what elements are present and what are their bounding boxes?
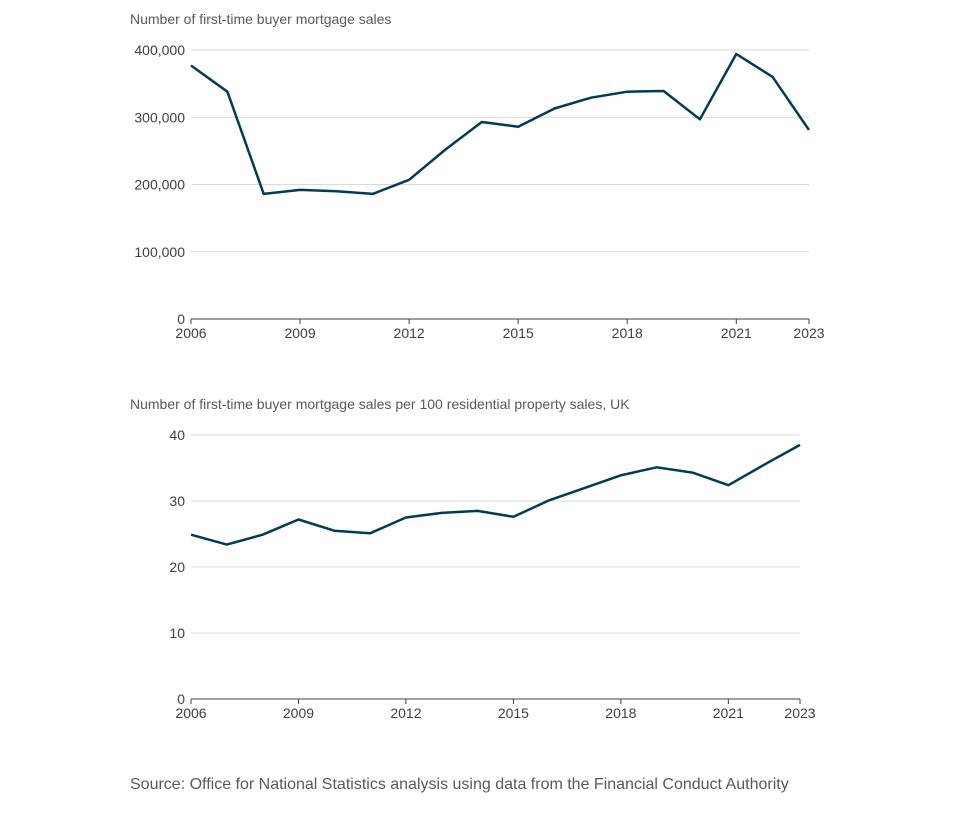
chart-2-xtick-label: 2009 bbox=[283, 705, 314, 721]
chart-2-ytick-label: 10 bbox=[169, 625, 185, 641]
chart-1-xtick-label: 2009 bbox=[284, 325, 315, 341]
chart-1-xtick-label: 2012 bbox=[394, 325, 425, 341]
chart-2-ytick-label: 0 bbox=[177, 691, 185, 707]
chart-1-ytick-label: 400,000 bbox=[134, 42, 185, 58]
chart-2-xtick-label: 2015 bbox=[498, 705, 529, 721]
chart-1-xtick-label: 2006 bbox=[175, 325, 206, 341]
chart-1-xtick-label: 2018 bbox=[612, 325, 643, 341]
chart-1-ytick-label: 100,000 bbox=[134, 244, 185, 260]
source-note: Source: Office for National Statistics a… bbox=[130, 776, 789, 793]
chart-2-xtick-label: 2006 bbox=[175, 705, 206, 721]
chart-1-ytick-label: 200,000 bbox=[134, 177, 185, 193]
chart-2-series-line bbox=[190, 443, 801, 546]
chart-1-title: Number of first-time buyer mortgage sale… bbox=[130, 11, 392, 27]
chart-1-ytick-label: 300,000 bbox=[134, 109, 185, 125]
chart-2-ytick-label: 20 bbox=[169, 559, 185, 575]
chart-1-plot: 0 100,000 200,000 300,000 400,000 2006 2009 201… bbox=[134, 42, 824, 341]
chart-2-xtick-label: 2021 bbox=[713, 705, 744, 721]
chart-2-xtick-label: 2012 bbox=[390, 705, 421, 721]
chart-2-xtick-label: 2018 bbox=[605, 705, 636, 721]
chart-2-ytick-label: 30 bbox=[169, 493, 185, 509]
chart-1-series-line bbox=[190, 52, 811, 196]
chart-2-xtick-label: 2023 bbox=[784, 705, 815, 721]
chart-2-title: Number of first-time buyer mortgage sale… bbox=[130, 396, 630, 412]
chart-2-ytick-label: 40 bbox=[169, 427, 185, 443]
chart-1-xtick-label: 2015 bbox=[503, 325, 534, 341]
chart-1-xtick-label: 2021 bbox=[721, 325, 752, 341]
chart-1-ytick-label: 0 bbox=[177, 311, 185, 327]
chart-1-xtick-label: 2023 bbox=[793, 325, 824, 341]
chart-2-plot: 0 10 20 30 40 2006 2009 2012 2015 2018 2021 2023 bbox=[169, 427, 815, 721]
